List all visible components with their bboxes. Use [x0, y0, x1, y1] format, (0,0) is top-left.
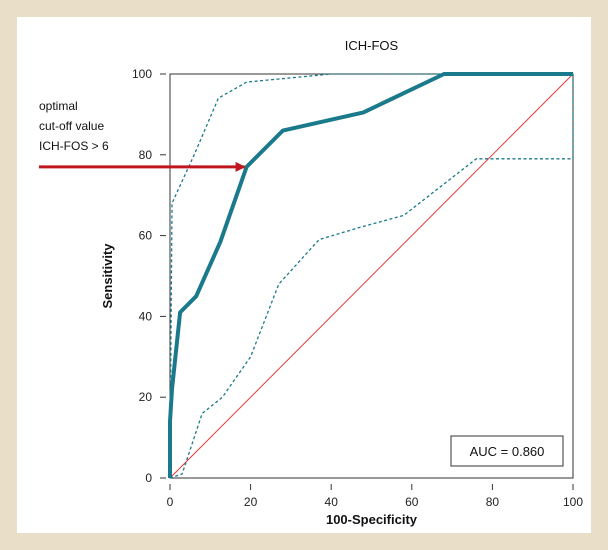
y-tick-label: 40	[139, 309, 153, 323]
y-tick-label: 0	[145, 471, 152, 485]
series-layer	[168, 72, 574, 479]
y-tick-label: 80	[139, 148, 153, 162]
chart-panel: ICH-FOS 0 20 40 60 80 100 0 20 40 60 80 100 100-Sp…	[17, 17, 591, 533]
y-tick-label: 60	[139, 229, 153, 243]
y-axis: 0 20 40 60 80 100	[132, 67, 166, 485]
x-axis-title: 100-Specificity	[326, 512, 418, 527]
x-tick-label: 60	[405, 495, 419, 509]
roc-curve	[168, 72, 573, 478]
roc-chart: ICH-FOS 0 20 40 60 80 100 0 20 40 60 80 100 100-Sp…	[39, 38, 583, 527]
x-tick-label: 0	[167, 495, 174, 509]
x-axis: 0 20 40 60 80 100	[167, 484, 583, 509]
lower-confidence-band	[169, 74, 574, 479]
upper-confidence-band	[169, 73, 573, 466]
annotation-line-3: ICH-FOS > 6	[39, 139, 109, 153]
auc-box-frame	[450, 435, 564, 467]
reference-diagonal	[169, 73, 574, 479]
auc-label: AUC = 0.860	[470, 444, 545, 459]
cutoff-annotation: optimal cut-off value ICH-FOS > 6	[39, 99, 246, 172]
auc-box: AUC = 0.860	[450, 435, 564, 467]
x-tick-label: 40	[325, 495, 339, 509]
annotation-line-2: cut-off value	[39, 119, 104, 133]
x-tick-label: 20	[244, 495, 258, 509]
y-tick-label: 100	[132, 67, 152, 81]
x-tick-label: 80	[486, 495, 500, 509]
chart-title: ICH-FOS	[345, 38, 399, 53]
y-axis-title: Sensitivity	[100, 243, 115, 309]
y-tick-label: 20	[139, 390, 153, 404]
x-tick-label: 100	[563, 495, 583, 509]
annotation-line-1: optimal	[39, 99, 78, 113]
